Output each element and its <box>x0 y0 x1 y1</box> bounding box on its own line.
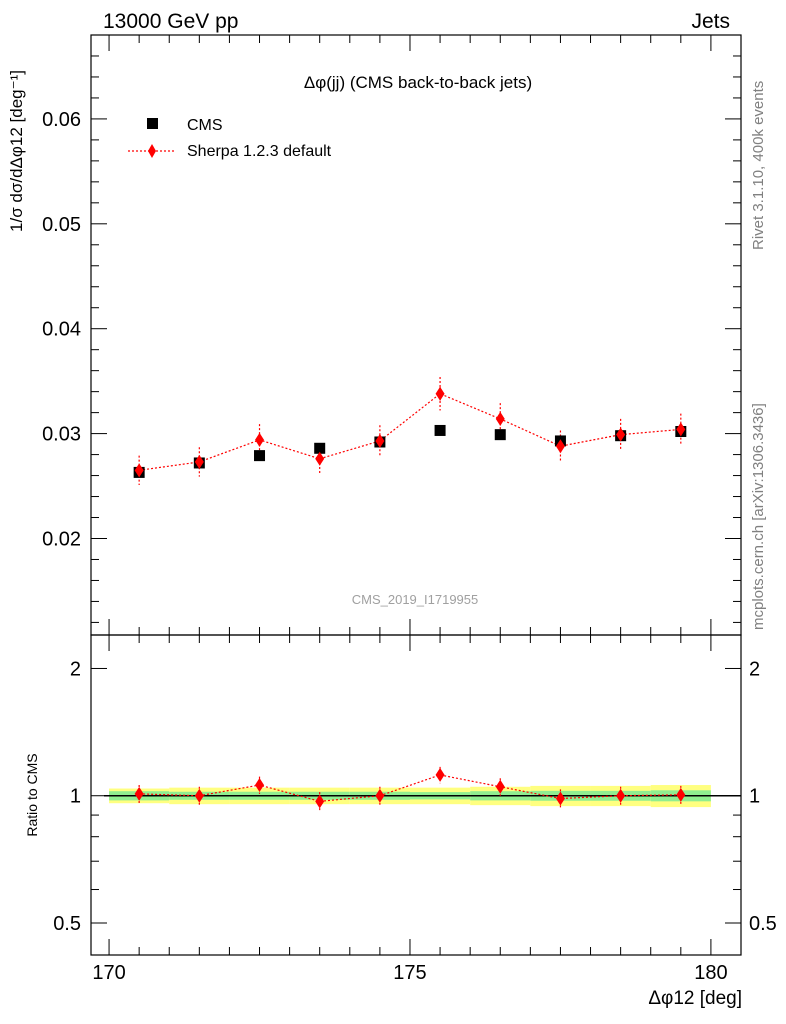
mc-point <box>315 451 325 466</box>
legend-data-marker <box>147 118 158 129</box>
legend-data-label: CMS <box>187 117 223 134</box>
mc-point <box>676 422 686 437</box>
ratio-mc-point <box>134 786 144 801</box>
y-axis-label-main: 1/σ dσ/dΔφ12 [deg⁻¹] <box>7 70 26 232</box>
ratio-mc-point <box>315 794 325 809</box>
x-tick-label: 180 <box>694 962 727 984</box>
mc-point <box>555 439 565 454</box>
cms-data-point <box>314 442 326 454</box>
mc-point <box>194 454 204 469</box>
ratio-mc-point <box>676 787 686 802</box>
x-axis-label: Δφ12 [deg] <box>648 988 742 1009</box>
y-tick-label-ratio-right: 1 <box>749 786 760 808</box>
y-tick-label-main: 0.05 <box>42 214 81 236</box>
y-tick-label-ratio: 2 <box>70 658 81 680</box>
y-tick-label-ratio: 0.5 <box>53 913 81 935</box>
axis-ticks: 0.02 0.03 0.04 0.05 0.06 170 175 180 0.5 0.5 1 1 2 2 <box>42 35 777 984</box>
mc-line <box>139 393 681 471</box>
y-tick-label-ratio-right: 0.5 <box>749 913 777 935</box>
analysis-watermark: CMS_2019_I1719955 <box>352 592 479 607</box>
ratio-mc-line <box>139 774 681 802</box>
mc-point <box>255 432 265 447</box>
ratio-series <box>134 766 686 812</box>
ratio-mc-point <box>375 788 385 803</box>
mc-point <box>375 433 385 448</box>
ratio-mc-point <box>495 779 505 794</box>
legend-mc-label: Sherpa 1.2.3 default <box>187 143 332 160</box>
y-tick-label-main: 0.06 <box>42 109 81 131</box>
mc-point <box>134 463 144 478</box>
x-tick-label: 170 <box>92 962 125 984</box>
mc-point <box>495 411 505 426</box>
ratio-mc-point <box>435 767 445 782</box>
site-label: mcplots.cern.ch [arXiv:1306.3436] <box>750 403 767 630</box>
plot-title: Δφ(jj) (CMS back-to-back jets) <box>304 73 532 92</box>
main-series <box>133 376 687 485</box>
x-tick-label: 175 <box>393 962 426 984</box>
y-tick-label-ratio: 1 <box>70 786 81 808</box>
y-tick-label-main: 0.04 <box>42 319 81 341</box>
ratio-mc-point <box>555 791 565 806</box>
ratio-mc-point <box>255 778 265 793</box>
header-left: 13000 GeV pp <box>103 10 238 33</box>
y-tick-label-main: 0.03 <box>42 424 81 446</box>
y-axis-label-ratio: Ratio to CMS <box>24 753 40 836</box>
header-right: Jets <box>691 10 730 33</box>
y-tick-label-main: 0.02 <box>42 528 81 550</box>
ratio-mc-point <box>616 788 626 803</box>
cms-data-point <box>254 450 266 462</box>
rivet-label: Rivet 3.1.10, 400k events <box>750 81 767 250</box>
y-tick-label-ratio-right: 2 <box>749 658 760 680</box>
ratio-mc-point <box>194 788 204 803</box>
legend-mc-marker <box>148 144 156 158</box>
mc-point <box>435 386 445 401</box>
cms-data-point <box>434 424 446 436</box>
cms-data-point <box>494 429 506 441</box>
mc-point <box>616 427 626 442</box>
